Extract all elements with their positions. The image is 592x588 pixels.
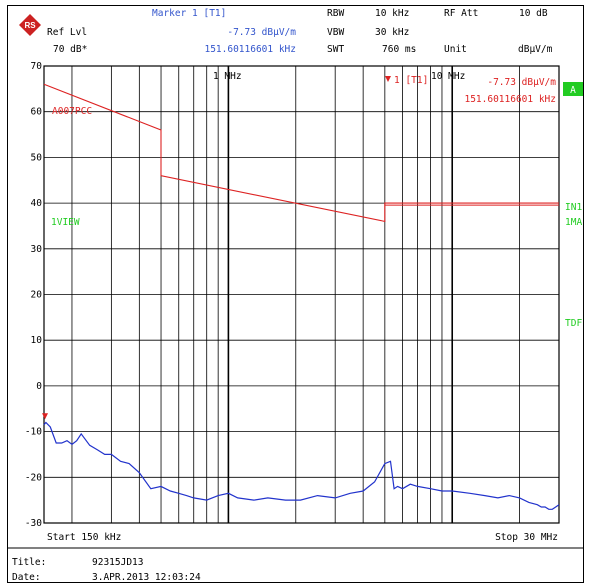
grid	[44, 66, 559, 523]
swt-value: 760 ms	[382, 44, 416, 55]
series-line-1view	[43, 421, 560, 510]
y-tick-label: 50	[31, 152, 43, 163]
y-tick-label: 20	[31, 290, 43, 301]
unit-value: dBμV/m	[518, 44, 553, 55]
y-tick-labels: 70 60 50 40 30 20 10 0 -10 -20 -30	[25, 61, 42, 529]
series-line-a007pcc	[43, 83, 559, 223]
header-marker-freq: 151.60116601 kHz	[204, 44, 296, 55]
y-tick-label: 70	[31, 61, 43, 72]
unit-label: Unit	[444, 44, 467, 55]
start-label: Start 150 kHz	[47, 532, 121, 543]
y-tick-label: 0	[36, 381, 42, 392]
y-tick-label: 30	[31, 244, 43, 255]
date-label: Date:	[12, 572, 41, 583]
marker-tag-icon	[385, 76, 391, 82]
marker-1-icon	[42, 413, 49, 420]
plot-marker-level: -7.73 dBμV/m	[487, 77, 556, 88]
y-tick-label: 10	[31, 335, 43, 346]
side-tdf-label: TDF	[565, 318, 582, 329]
vbw-label: VBW	[327, 27, 344, 38]
y-tick-label: 60	[31, 107, 43, 118]
svg-text:RS: RS	[24, 21, 36, 30]
title-label: Title:	[12, 557, 46, 568]
tick-label-10mhz: 10 MHz	[431, 71, 465, 82]
limit-line-label: A007PCC	[52, 106, 92, 117]
stop-label: Stop 30 MHz	[495, 532, 558, 543]
tick-label-1mhz: 1 MHz	[213, 71, 242, 82]
plot-marker-tag: 1 [T1]	[394, 75, 428, 86]
side-a-label: A	[570, 85, 576, 96]
side-a-badge	[563, 82, 583, 96]
date-value: 3.APR.2013 12:03:24	[92, 572, 201, 583]
series-layer	[42, 83, 560, 510]
y-tick-label: -20	[25, 472, 42, 483]
title-value: 92315JD13	[92, 557, 143, 568]
swt-label: SWT	[327, 44, 344, 55]
header-marker-title: Marker 1 [T1]	[152, 8, 226, 19]
ref-lvl-label: Ref Lvl	[47, 27, 87, 38]
y-tick-label: 40	[31, 198, 43, 209]
y-tick-label: -10	[25, 427, 42, 438]
rbw-label: RBW	[327, 8, 344, 19]
ref-lvl-value: 70 dB*	[53, 44, 87, 55]
vbw-value: 30 kHz	[375, 27, 409, 38]
rbw-value: 10 kHz	[375, 8, 409, 19]
header-marker-level: -7.73 dBμV/m	[227, 27, 296, 38]
rf-att-value: 10 dB	[519, 8, 548, 19]
y-tick-label: -30	[25, 518, 42, 529]
plot-marker-freq: 151.60116601 kHz	[464, 94, 556, 105]
side-in1-label: IN1	[565, 202, 582, 213]
rohde-schwarz-logo: RS	[19, 14, 41, 36]
view-label: 1VIEW	[51, 217, 80, 228]
side-1ma-label: 1MA	[565, 217, 582, 228]
rf-att-label: RF Att	[444, 8, 478, 19]
